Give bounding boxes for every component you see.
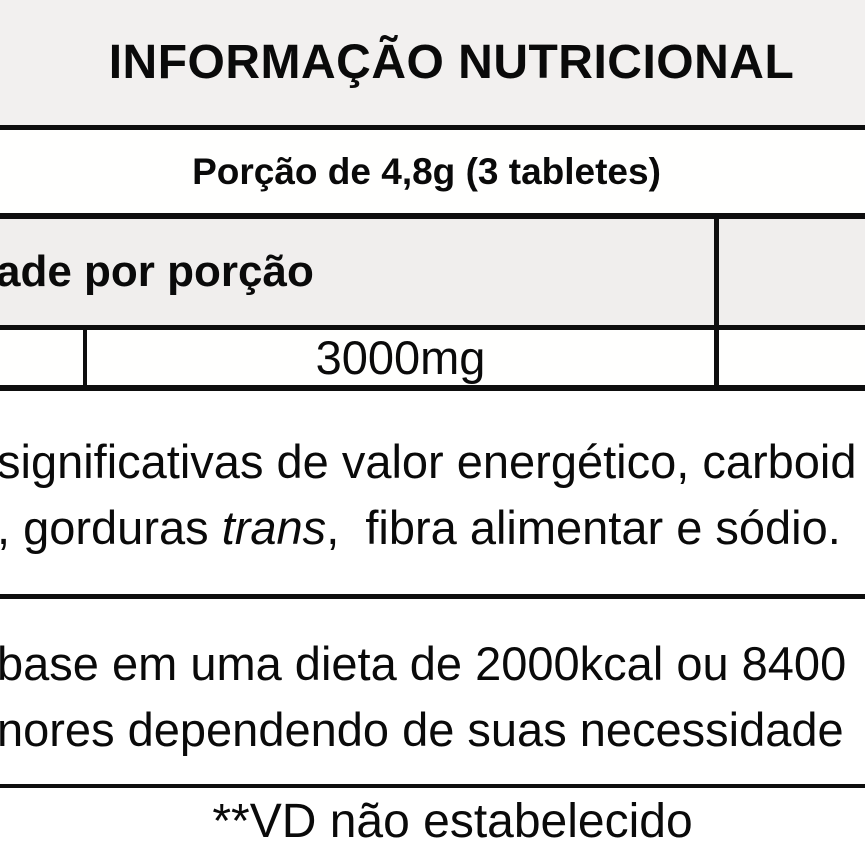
title-band: INFORMAÇÃO NUTRICIONAL <box>0 0 865 130</box>
column-divider-left <box>83 330 87 385</box>
serving-size-text: Porção de 4,8g (3 tabletes) <box>192 150 661 192</box>
column-divider-right <box>714 219 719 325</box>
note-daily-values-line1: base em uma dieta de 2000kcal ou 8400 <box>0 637 847 690</box>
serving-row: Porção de 4,8g (3 tabletes) <box>0 130 865 219</box>
note-daily-values-line2: nores dependendo de suas necessidade <box>0 703 844 756</box>
quantity-per-serving-header: ade por porção <box>0 247 314 296</box>
note-daily-values: base em uma dieta de 2000kcal ou 8400 no… <box>0 599 865 788</box>
quantity-header-row: ade por porção <box>0 219 865 330</box>
note-significant-line2-pre: , gorduras <box>0 501 222 554</box>
column-divider-right <box>714 330 719 385</box>
nutrient-amount: 3000mg <box>315 331 486 384</box>
note-significant-line1: significativas de valor energético, carb… <box>0 435 857 488</box>
note-significant-amounts: significativas de valor energético, carb… <box>0 391 865 599</box>
vd-not-established-footnote: **VD não estabelecido <box>212 795 693 848</box>
footnote-row: **VD não estabelecido <box>0 788 865 865</box>
trans-fat-italic: trans <box>221 501 327 554</box>
nutrient-value-row: 3000mg <box>0 330 865 391</box>
note-significant-line2: , gorduras trans, fibra alimentar e sódi… <box>0 495 865 561</box>
note-significant-line2-post: , fibra alimentar e sódio. <box>326 501 841 554</box>
label-title: INFORMAÇÃO NUTRICIONAL <box>108 36 795 89</box>
